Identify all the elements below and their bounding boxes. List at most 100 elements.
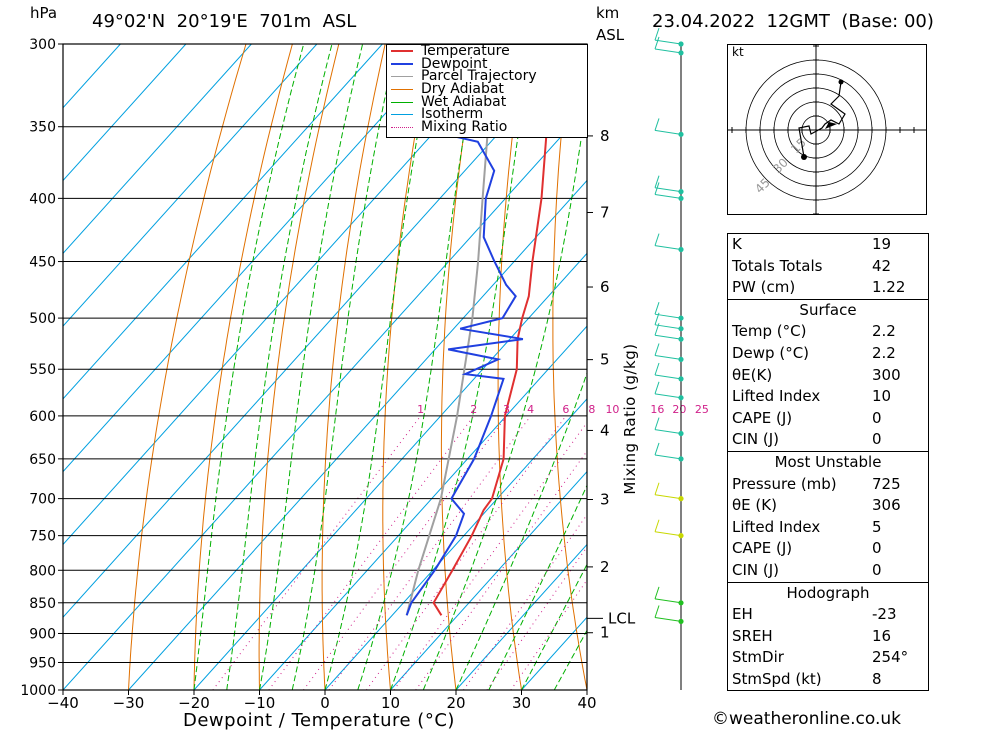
mixing-ratio-label: 8 <box>588 403 595 416</box>
parcel-trajectory-line <box>405 44 498 616</box>
most-unstable-value: 306 <box>872 496 901 515</box>
pressure-tick-label: 800 <box>29 563 56 579</box>
isotherm-line <box>193 252 587 690</box>
surface-label: Temp (°C) <box>732 322 807 341</box>
isotherm-line <box>63 44 121 109</box>
mixing-ratio-line <box>415 450 587 690</box>
legend-swatch <box>391 101 413 103</box>
height-tick-label: 2 <box>600 558 610 576</box>
isotherm-line <box>63 44 449 473</box>
hodograph-index-value: -23 <box>872 605 897 624</box>
most-unstable-row: θE (K) 306 <box>728 495 928 517</box>
pressure-tick-label: 1000 <box>20 683 56 699</box>
mixing-ratio-line <box>510 579 587 690</box>
mixing-ratio-line <box>303 415 507 690</box>
wind-barb-flag <box>654 417 660 430</box>
height-tick-label: 3 <box>600 490 610 508</box>
legend-item: Dry Adiabat <box>387 81 587 98</box>
surface-label: CAPE (J) <box>732 408 793 427</box>
isotherm-line <box>455 543 587 690</box>
indices-table: K 19 Totals Totals 42 PW (cm) 1.22 Surface Te… <box>727 233 929 692</box>
legend-swatch <box>391 126 413 128</box>
isotherm-line <box>63 44 252 255</box>
pressure-tick-label: 400 <box>29 191 56 207</box>
x-tick-label: 10 <box>381 694 400 712</box>
dry-adiabat-line <box>942 44 1000 690</box>
pressure-tick-label: 700 <box>29 492 56 508</box>
wind-barb <box>654 393 682 399</box>
isotherm-line <box>128 179 587 690</box>
wind-barb <box>654 429 682 435</box>
pressure-tick-label: 300 <box>29 37 56 53</box>
wet-adiabat-line <box>291 44 397 690</box>
mixing-ratio-line <box>268 415 475 690</box>
most-unstable-value: 0 <box>872 539 882 558</box>
wind-barb <box>654 354 682 360</box>
x-tick-label: 40 <box>577 694 596 712</box>
surface-row: Dewp (°C) 2.2 <box>728 343 928 365</box>
hodograph-index-value: 16 <box>872 626 892 645</box>
wind-barb <box>654 598 682 604</box>
most-unstable-label: θE (K) <box>732 496 777 515</box>
index-value: 42 <box>872 256 892 275</box>
pressure-tick-label: 900 <box>29 626 56 642</box>
wind-barb-flag <box>654 586 660 600</box>
wet-adiabat-line <box>422 96 587 690</box>
hodograph-index-label: StmSpd (kt) <box>732 669 822 688</box>
wind-barb <box>654 494 682 500</box>
pressure-tick-label: 550 <box>29 362 56 378</box>
surface-row: Temp (°C) 2.2 <box>728 321 928 343</box>
wind-barb <box>654 187 682 193</box>
legend-label: Temperature <box>421 43 510 59</box>
hodograph-title: Hodograph <box>728 581 928 605</box>
surface-row: θE(K) 300 <box>728 365 928 387</box>
footer-credit: ©weatheronline.co.uk <box>712 709 902 729</box>
dry-adiabat-line <box>989 44 1000 690</box>
wet-adiabat-line <box>259 44 364 690</box>
dry-adiabat-line <box>497 44 525 690</box>
lcl-label: LCL <box>608 609 636 627</box>
mixing-ratio-line <box>365 415 567 690</box>
index-value: 1.22 <box>872 278 906 297</box>
x-tick-label: −20 <box>178 694 210 712</box>
wind-barb <box>654 617 682 622</box>
storm-motion-arrow <box>825 122 837 129</box>
wind-barb-flag <box>654 482 660 495</box>
mixing-ratio-label: 1 <box>417 403 424 416</box>
dewpoint-line <box>405 44 524 616</box>
surface-label: CIN (J) <box>732 430 780 449</box>
wind-barb-flag <box>654 118 660 131</box>
mixing-ratio-axis-label: Mixing Ratio (g/kg) <box>621 343 639 495</box>
most-unstable-row: CIN (J) 0 <box>728 560 928 582</box>
wind-barb <box>654 531 682 537</box>
index-label: PW (cm) <box>732 278 796 297</box>
legend-label: Parcel Trajectory <box>421 68 537 85</box>
x-tick-label: 30 <box>512 694 531 712</box>
legend-item: Parcel Trajectory <box>387 70 587 83</box>
isotherm-line <box>324 398 587 690</box>
wind-barb <box>654 39 682 45</box>
isotherm-line <box>63 107 587 690</box>
dry-adiabat-line <box>258 44 340 690</box>
wind-barb-flag <box>654 381 660 394</box>
wet-adiabat-line <box>226 44 333 690</box>
legend-label: Dry Adiabat <box>421 81 504 98</box>
wind-barb-flag <box>654 302 660 315</box>
hodograph-unit: kt <box>732 45 744 59</box>
wind-barb <box>654 334 682 340</box>
most-unstable-value: 0 <box>872 560 882 579</box>
x-axis-label: Dewpoint / Temperature (°C) <box>183 710 455 731</box>
surface-label: θE(K) <box>732 365 773 384</box>
legend-item: Temperature <box>387 43 587 59</box>
hodograph-index-row: EH -23 <box>728 604 928 626</box>
wind-level-dot <box>678 533 684 539</box>
hodograph-index-label: StmDir <box>732 648 784 667</box>
hodograph-index-row: SREH 16 <box>728 626 928 648</box>
wind-barb-flag <box>654 519 660 532</box>
location-title: 49°02'N 20°19'E 701m ASL <box>92 11 357 32</box>
height-tick-label: 7 <box>600 203 610 221</box>
legend-label: Mixing Ratio <box>421 119 508 136</box>
pressure-tick-label: 500 <box>29 311 56 327</box>
surface-value: 0 <box>872 408 882 427</box>
